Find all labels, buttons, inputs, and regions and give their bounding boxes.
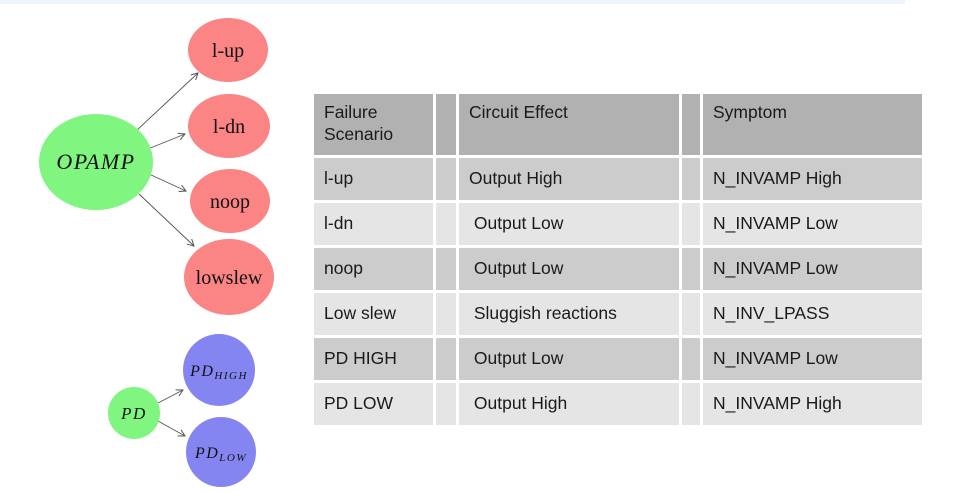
node-l-up-label: l-up: [212, 40, 244, 62]
separator-cell: [682, 338, 700, 380]
opamp-tree-edges: [135, 72, 199, 247]
header-separator-cell: [682, 94, 700, 155]
node-pd-high-base: PD: [189, 363, 214, 380]
cell-scenario: Low slew: [314, 293, 433, 335]
edge-opamp-noop: [148, 173, 187, 192]
node-opamp-label: OPAMP: [56, 149, 135, 174]
cell-scenario: l-dn: [314, 203, 433, 245]
separator-cell: [682, 383, 700, 425]
cell-scenario: PD HIGH: [314, 338, 433, 380]
node-noop[interactable]: [190, 169, 270, 233]
edge-opamp-lup: [135, 72, 199, 132]
cell-effect: Output Low: [459, 338, 679, 380]
cell-symptom: N_INV_LPASS: [703, 293, 922, 335]
failure-scenario-table: Failure Scenario Circuit Effect Symptom …: [314, 94, 922, 425]
separator-cell: [436, 248, 456, 290]
column-header-circuit-effect: Circuit Effect: [459, 94, 679, 155]
edge-pd-pdlow: [157, 420, 186, 437]
separator-cell: [682, 203, 700, 245]
node-pd-low[interactable]: [186, 417, 256, 487]
header-separator-cell: [436, 94, 456, 155]
top-highlight-strip: [0, 0, 905, 4]
separator-cell: [436, 383, 456, 425]
node-pd-high-subscript: HIGH: [213, 370, 248, 382]
node-lowslew-label: lowslew: [196, 267, 263, 289]
cell-scenario: PD LOW: [314, 383, 433, 425]
node-opamp[interactable]: [39, 114, 153, 210]
cell-symptom: N_INVAMP High: [703, 383, 922, 425]
separator-cell: [682, 158, 700, 200]
cell-symptom: N_INVAMP Low: [703, 203, 922, 245]
node-pd-low-subscript: LOW: [218, 452, 247, 464]
edge-opamp-lowslew: [138, 193, 195, 247]
node-l-dn-label: l-dn: [213, 116, 245, 138]
cell-effect: Sluggish reactions: [459, 293, 679, 335]
separator-cell: [682, 248, 700, 290]
separator-cell: [682, 293, 700, 335]
separator-cell: [436, 338, 456, 380]
node-pd-high-label: PDHIGH: [189, 363, 248, 382]
cell-effect: Output Low: [459, 248, 679, 290]
cell-symptom: N_INVAMP High: [703, 158, 922, 200]
cell-symptom: N_INVAMP Low: [703, 248, 922, 290]
separator-cell: [436, 203, 456, 245]
node-l-up[interactable]: [188, 18, 268, 82]
cell-effect: Output High: [459, 383, 679, 425]
node-l-dn[interactable]: [188, 94, 270, 158]
separator-cell: [436, 158, 456, 200]
cell-effect: Output High: [459, 158, 679, 200]
node-pd-low-label: PDLOW: [194, 445, 247, 464]
node-noop-label: noop: [210, 191, 250, 213]
node-pd[interactable]: [108, 387, 160, 439]
node-pd-low-base: PD: [194, 445, 219, 462]
column-header-symptom: Symptom: [703, 94, 922, 155]
separator-cell: [436, 293, 456, 335]
cell-effect: Output Low: [459, 203, 679, 245]
edge-pd-pdhigh: [157, 389, 184, 404]
node-lowslew[interactable]: [184, 239, 274, 315]
column-header-failure-scenario: Failure Scenario: [314, 94, 433, 155]
node-pd-high[interactable]: [183, 334, 255, 406]
cell-symptom: N_INVAMP Low: [703, 338, 922, 380]
cell-scenario: noop: [314, 248, 433, 290]
node-pd-label: PD: [120, 404, 147, 423]
pd-tree-edges: [157, 389, 186, 437]
edge-opamp-ldn: [147, 132, 186, 150]
cell-scenario: l-up: [314, 158, 433, 200]
